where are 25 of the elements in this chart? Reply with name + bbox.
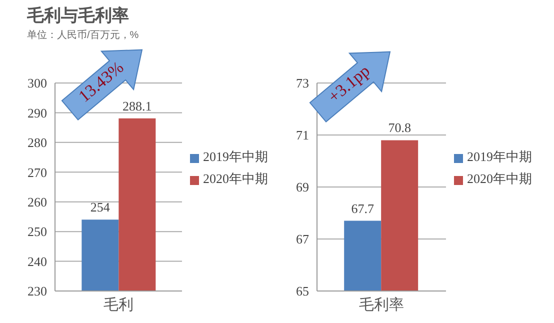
data-label: 70.8 bbox=[388, 120, 411, 136]
x-tick-label: 毛利率 bbox=[359, 296, 404, 314]
y-tick-label: 71 bbox=[296, 128, 309, 143]
data-label: 288.1 bbox=[122, 98, 152, 114]
data-label: 254 bbox=[90, 200, 110, 215]
y-tick-label: 280 bbox=[28, 135, 47, 150]
data-label: 67.7 bbox=[351, 200, 374, 216]
y-tick-label: 230 bbox=[28, 284, 47, 299]
y-tick-label: 250 bbox=[28, 224, 47, 240]
legend-label: 2020年中期 bbox=[467, 171, 532, 186]
y-tick-label: 240 bbox=[28, 254, 47, 269]
x-tick-label: 毛利 bbox=[104, 296, 134, 314]
chart-subtitle: 单位：人民币/百万元，% bbox=[27, 28, 139, 42]
legend-label: 2019年中期 bbox=[203, 149, 268, 164]
y-tick-label: 73 bbox=[296, 76, 309, 91]
y-tick-label: 270 bbox=[28, 164, 47, 180]
y-tick-label: 260 bbox=[28, 194, 47, 210]
y-tick-label: 69 bbox=[296, 180, 309, 195]
y-tick-label: 290 bbox=[28, 105, 47, 120]
chart-title: 毛利与毛利率 bbox=[27, 5, 129, 27]
y-tick-label: 300 bbox=[28, 76, 47, 91]
legend-label: 2019年中期 bbox=[467, 149, 532, 164]
y-tick-label: 65 bbox=[296, 284, 309, 299]
legend-label: 2020年中期 bbox=[203, 171, 268, 186]
y-tick-label: 67 bbox=[296, 232, 310, 247]
